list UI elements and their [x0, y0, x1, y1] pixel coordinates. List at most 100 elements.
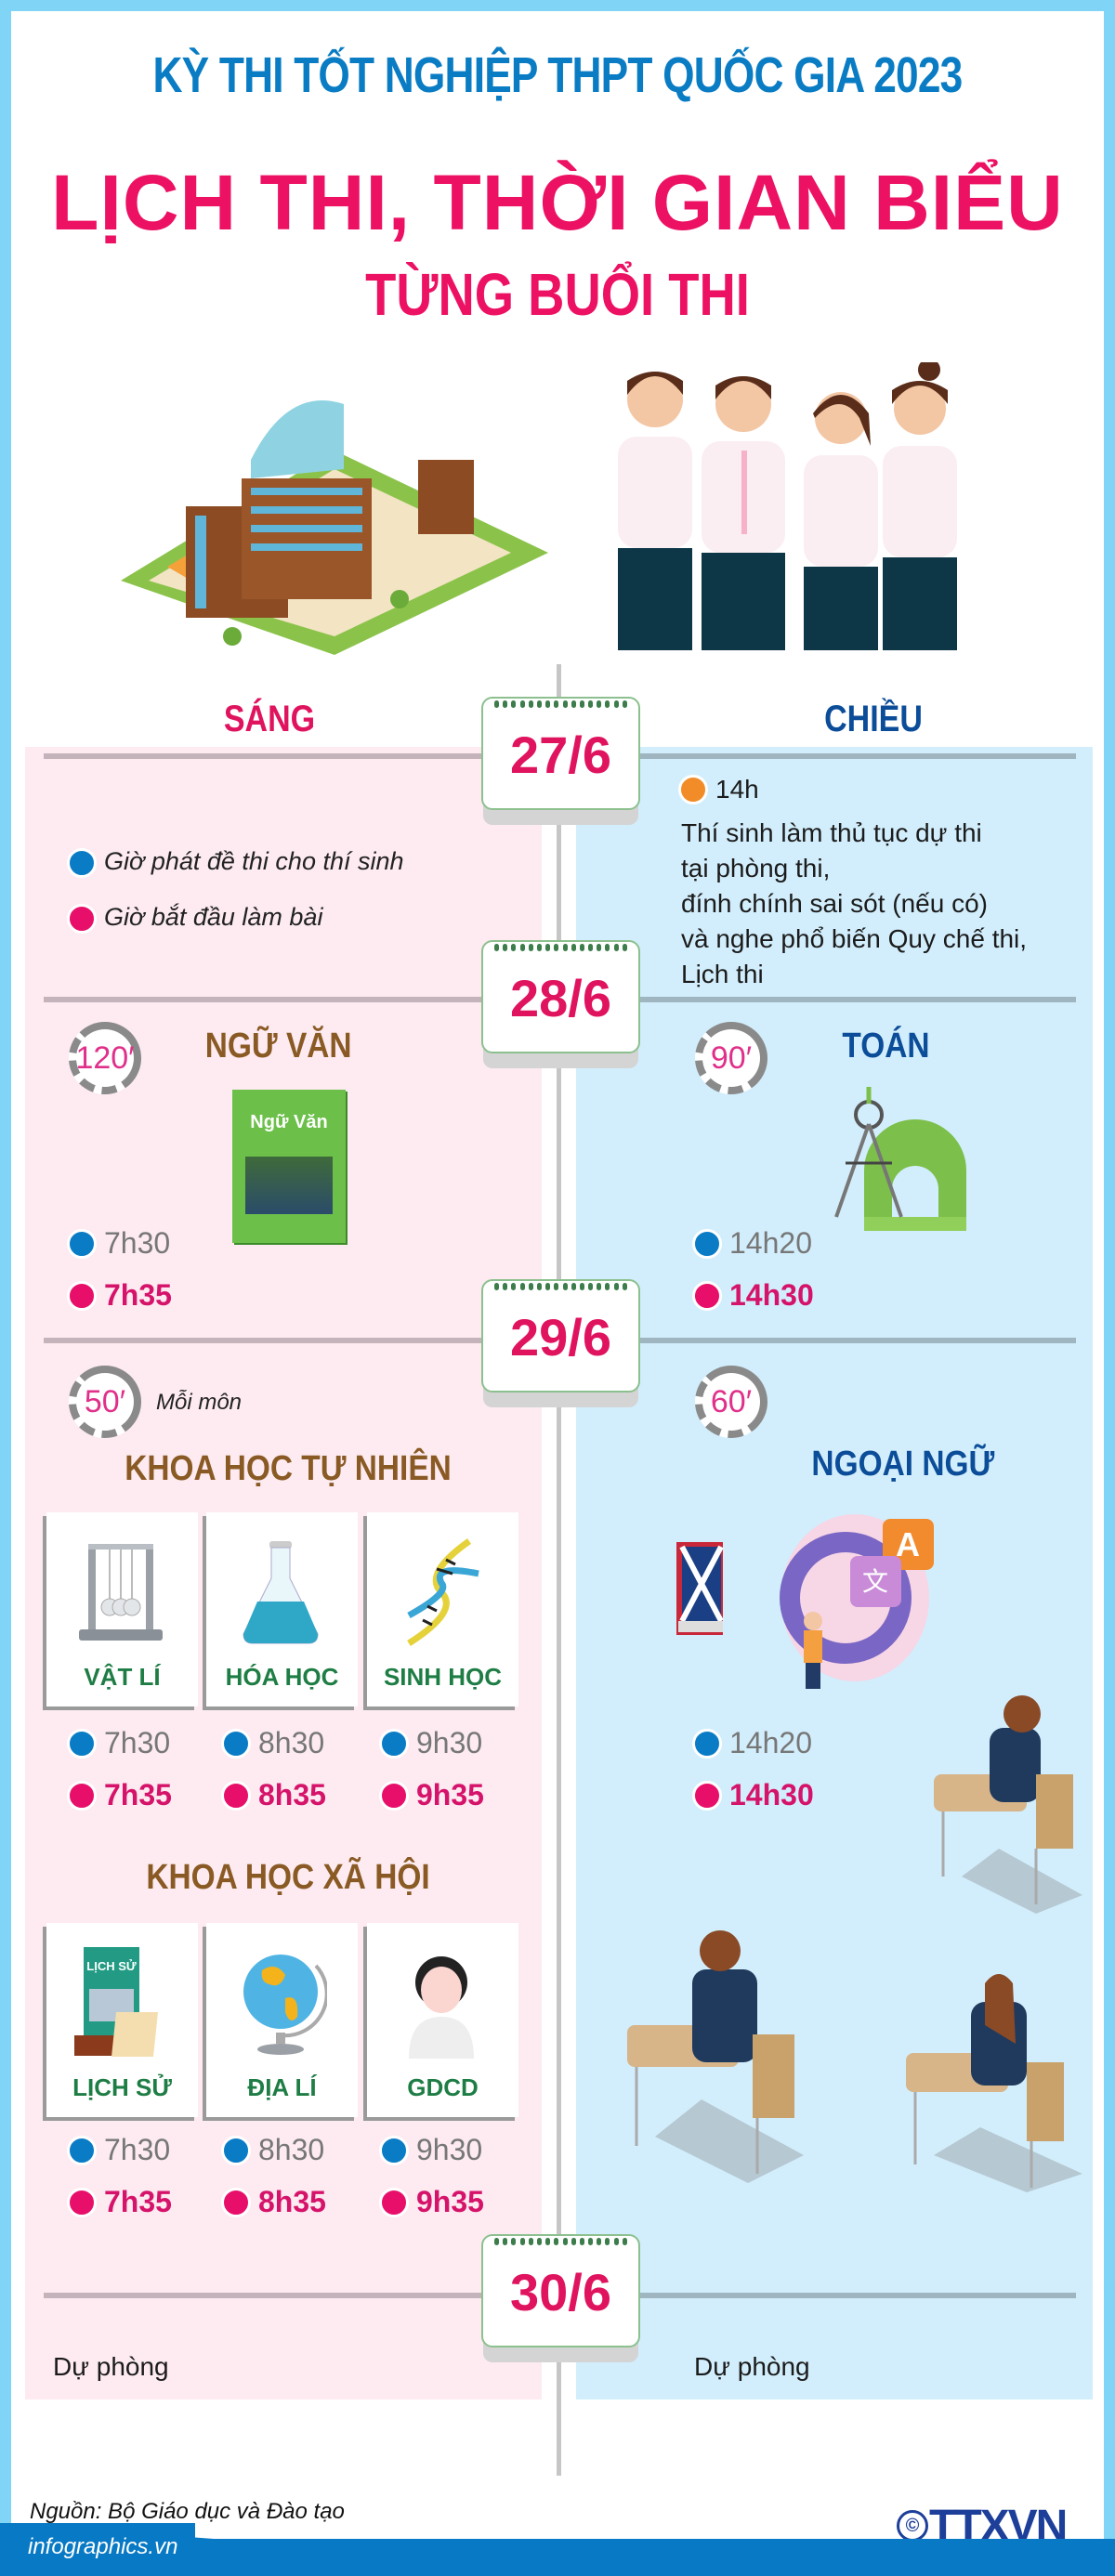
- student-at-desk-illustration: [897, 1951, 1092, 2192]
- duration-label: 90′: [710, 1040, 753, 1076]
- calendar-30-6: 30/6: [481, 2234, 640, 2347]
- ngu-van-distribute-time: 7h30: [67, 1226, 170, 1261]
- students-group-illustration: [609, 359, 990, 650]
- time-label: 14h20: [729, 1226, 812, 1260]
- date-label: 27/6: [510, 726, 611, 784]
- blue-dot-icon: [67, 2135, 97, 2165]
- desc-line: và nghe phổ biến Quy chế thi,: [681, 924, 1028, 953]
- time-label: 9h30: [416, 1726, 483, 1759]
- calendar-rings-icon: [494, 1283, 627, 1292]
- duration-label: 50′: [84, 1383, 126, 1419]
- copyright-icon: ©: [897, 2510, 928, 2542]
- desc-line: Lịch thi: [681, 960, 764, 988]
- card-label: GDCD: [407, 2073, 479, 2101]
- vat-li-start-time: 7h35: [67, 1778, 172, 1812]
- legend-start: Giờ bắt đầu làm bài: [67, 903, 322, 934]
- time-label: 8h35: [258, 2185, 326, 2218]
- divider-28-6-morning: [44, 997, 508, 1002]
- time-label: 7h35: [104, 2185, 172, 2218]
- pink-dot-icon: [67, 2187, 97, 2217]
- legend-distribute: Giờ phát đề thi cho thí sinh: [67, 847, 404, 878]
- ngoai-ngu-distribute-time: 14h20: [692, 1726, 812, 1760]
- time-label: 14h30: [729, 1278, 814, 1312]
- time-label: 7h30: [104, 2133, 171, 2166]
- newtons-cradle-icon: [79, 1544, 163, 1641]
- subject-ngoai-ngu: NGOẠI NGỮ: [811, 1445, 995, 1484]
- time-label: 9h35: [416, 1778, 484, 1811]
- reserve-afternoon: Dự phòng: [694, 2352, 810, 2381]
- checkin-time-label: 14h: [715, 775, 759, 804]
- blue-dot-icon: [67, 847, 97, 878]
- lich-su-distribute-time: 7h30: [67, 2133, 170, 2167]
- vat-li-distribute-time: 7h30: [67, 1726, 170, 1760]
- checkin-description: Thí sinh làm thủ tục dự thi tại phòng th…: [681, 816, 1027, 992]
- gdcd-distribute-time: 9h30: [379, 2133, 482, 2167]
- orange-dot-icon: [678, 775, 708, 804]
- date-label: 30/6: [510, 2263, 611, 2321]
- blue-dot-icon: [221, 2135, 251, 2165]
- blue-dot-icon: [379, 2135, 409, 2165]
- pink-dot-icon: [67, 1780, 97, 1811]
- duration-clock-icon: 60′: [695, 1366, 767, 1438]
- divider-30-6-afternoon: [609, 2293, 1076, 2298]
- duration-note: Mỗi môn: [156, 1390, 243, 1415]
- time-label: 7h30: [104, 1726, 171, 1759]
- duration-clock-icon: 120′: [69, 1022, 141, 1094]
- ngoai-ngu-start-time: 14h30: [692, 1778, 814, 1812]
- pink-dot-icon: [221, 2187, 251, 2217]
- site-link[interactable]: infographics.vn: [28, 2534, 178, 2559]
- dia-li-distribute-time: 8h30: [221, 2133, 324, 2167]
- toan-distribute-time: 14h20: [692, 1226, 812, 1261]
- duration-clock-icon: 90′: [695, 1022, 767, 1094]
- globe-icon: [243, 1955, 327, 2055]
- morning-header: SÁNG: [223, 699, 316, 739]
- card-label: LỊCH SỬ: [72, 2073, 172, 2101]
- sub-title: TỪNG BUỔI THI: [365, 261, 750, 328]
- lich-su-start-time: 7h35: [67, 2185, 172, 2219]
- toan-start-time: 14h30: [692, 1278, 814, 1313]
- group-khxh-title: KHOA HỌC XÃ HỘI: [146, 1858, 430, 1897]
- time-label: 7h35: [104, 1778, 172, 1811]
- time-label: 8h30: [258, 2133, 325, 2166]
- duration-label: 60′: [710, 1383, 753, 1419]
- compass-protractor-icon: [827, 1087, 966, 1231]
- dia-li-start-time: 8h35: [221, 2185, 326, 2219]
- card-gdcd: GDCD: [367, 1923, 518, 2117]
- school-campus-illustration: [102, 367, 567, 655]
- time-label: 7h35: [104, 1278, 172, 1312]
- blue-dot-icon: [221, 1728, 251, 1759]
- card-hoa-hoc: HÓA HỌC: [206, 1512, 358, 1706]
- subject-toan: TOÁN: [842, 1026, 930, 1066]
- hoa-hoc-distribute-time: 8h30: [221, 1726, 324, 1760]
- card-label: SINH HỌC: [383, 1663, 503, 1691]
- time-label: 9h35: [416, 2185, 484, 2218]
- calendar-28-6: 28/6: [481, 940, 640, 1053]
- blue-dot-icon: [67, 1728, 97, 1759]
- pink-dot-icon: [379, 1780, 409, 1811]
- calendar-29-6: 29/6: [481, 1279, 640, 1393]
- pink-dot-icon: [67, 1280, 97, 1311]
- blue-dot-icon: [692, 1728, 722, 1759]
- date-label: 29/6: [510, 1308, 611, 1366]
- divider-27-6-afternoon: [609, 753, 1076, 759]
- sinh-hoc-distribute-time: 9h30: [379, 1726, 482, 1760]
- source-credit: Nguồn: Bộ Giáo dục và Đào tạo: [30, 2499, 345, 2524]
- footer-tab-block: [0, 2523, 195, 2539]
- blue-dot-icon: [379, 1728, 409, 1759]
- divider-29-6-afternoon: [609, 1338, 1076, 1343]
- card-label: HÓA HỌC: [225, 1663, 339, 1691]
- person-icon: [409, 1956, 474, 2059]
- blue-dot-icon: [67, 1228, 97, 1259]
- student-at-desk-illustration: [925, 1691, 1092, 1914]
- timeline-axis: [557, 664, 561, 2476]
- time-label: 8h30: [258, 1726, 325, 1759]
- time-label: 8h35: [258, 1778, 326, 1811]
- checkin-time: 14h: [678, 775, 759, 804]
- time-label: 14h20: [729, 1726, 812, 1759]
- desc-line: tại phòng thi,: [681, 854, 831, 883]
- time-label: 14h30: [729, 1778, 814, 1811]
- duration-label: 120′: [75, 1040, 135, 1076]
- card-sinh-hoc: SINH HỌC: [367, 1512, 518, 1706]
- calendar-rings-icon: [494, 2238, 627, 2247]
- ngu-van-book-icon: Ngữ Văn: [232, 1090, 346, 1243]
